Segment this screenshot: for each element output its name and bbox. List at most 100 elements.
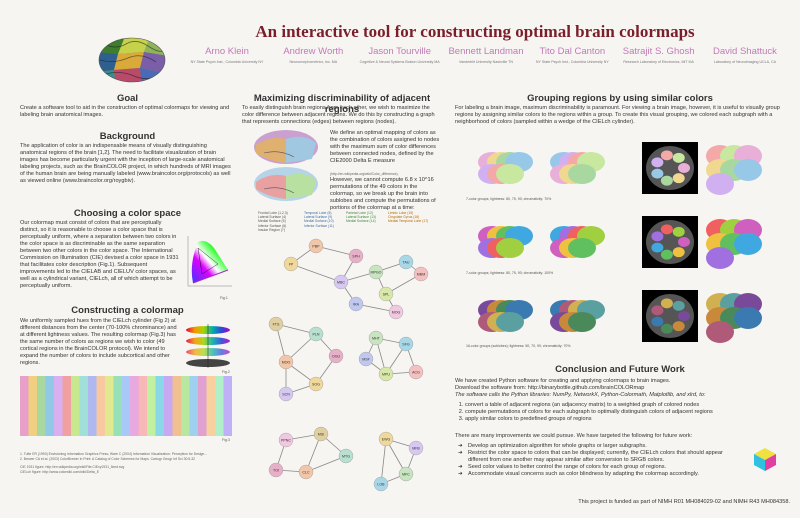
- constructing-heading: Constructing a colormap: [71, 305, 184, 316]
- brain-region: [678, 237, 690, 247]
- graph-node-label: TAU: [403, 260, 410, 264]
- legend-limbic: Limbic Lobe (15) Cingulate Gyrus (16) Me…: [388, 211, 440, 224]
- reference: 1. Tufte ER (1990) Envisioning Informati…: [20, 452, 208, 456]
- brain-region: [651, 242, 664, 253]
- graph-node: [378, 286, 394, 302]
- legend-item: Medial Surface (14): [346, 219, 376, 224]
- graph-node: [308, 376, 324, 392]
- cielch-cylinder-diagram: [186, 324, 230, 368]
- graph-node: [333, 274, 349, 290]
- reference: CIE 1931 figure: http://en.wikipedia.org…: [20, 465, 125, 469]
- graph-node-label: ACG: [412, 370, 420, 374]
- brain-region: [651, 316, 664, 327]
- author: Tito Dal Canton NY State Psych Inst., Col…: [531, 46, 613, 64]
- brain-region: [651, 305, 664, 316]
- maximizing-text: We define an optimal mapping of colors a…: [330, 130, 440, 164]
- legend-title: Frontal Lobe (1,2,3): [258, 211, 288, 215]
- future-work-list: Develop an optimization algorithm for wh…: [458, 443, 743, 478]
- graph-node-label: SFG: [402, 342, 410, 346]
- graph-node-label: MBM: [417, 272, 425, 276]
- author-name: Tito Dal Canton: [539, 46, 606, 57]
- legend-item: Lateral Surface (9): [304, 215, 333, 220]
- author-list: Arno Klein NY State Psych Inst., Columbia…: [186, 46, 786, 64]
- brain-region: [496, 312, 524, 332]
- graph-node: [278, 354, 294, 370]
- graph-node: [368, 264, 384, 280]
- brain-region: [672, 321, 685, 332]
- brain-region: [651, 168, 664, 179]
- graph-node: [278, 432, 294, 448]
- graph-node: [358, 351, 374, 367]
- graph-node: [338, 448, 354, 464]
- list-item: convert a table of adjacent regions (an …: [465, 402, 790, 409]
- graph-node: [308, 238, 324, 254]
- graph-node: [408, 364, 424, 380]
- graph-node: [398, 466, 414, 482]
- color-space-text: Our colormap must consist of colors that…: [20, 220, 179, 289]
- graph-node-label: FTS: [273, 322, 280, 326]
- brain-surface-image: [254, 130, 318, 201]
- list-item: Seed color values to better control the …: [458, 464, 743, 471]
- graph-node-label: EWG: [382, 437, 391, 441]
- conclusion-intro-1: We have created Python software for crea…: [455, 378, 671, 384]
- grouping-text: For labeling a brain image, maximum disc…: [455, 105, 780, 125]
- brain-region: [672, 247, 685, 258]
- color-space-heading: Choosing a color space: [73, 208, 182, 219]
- constructing-text: We uniformly sampled hues from the CIELc…: [20, 318, 177, 366]
- author-name: Satrajit S. Ghosh: [622, 46, 695, 57]
- graph-node-label: IRA: [353, 302, 360, 306]
- legend-item: Medial Surface (5): [258, 219, 286, 224]
- list-item: Develop an optimization algorithm for wh…: [458, 443, 743, 450]
- brain-region: [660, 224, 673, 235]
- graph-node: [398, 336, 414, 352]
- graph-node: [408, 440, 424, 456]
- brain-region: [706, 247, 734, 269]
- graph-node: [278, 386, 294, 402]
- list-item: Accommodate visual concerns such as colo…: [458, 471, 743, 478]
- graph-node: [388, 304, 404, 320]
- author-affiliation: Laboratory of Neuroimaging UCLA, CA: [713, 60, 777, 64]
- legend-parietal: Parietal Lobe (12) Lateral Surface (13) …: [346, 211, 386, 224]
- author-affiliation: Cognitive & Neural Systems Boston Univer…: [359, 60, 440, 64]
- cie-chromaticity-diagram: [187, 236, 232, 287]
- graph-node-label: MPU: [382, 372, 390, 376]
- graph-node: [368, 330, 384, 346]
- author-affiliation: Vanderbilt University Nashville TN: [458, 60, 513, 64]
- reference: 2. Brewer CA et al. (2003) ColorBrewer i…: [20, 457, 196, 461]
- brain-region: [660, 150, 673, 161]
- conclusion-steps: convert a table of adjacent regions (an …: [455, 402, 790, 423]
- brain-region: [660, 298, 673, 309]
- graph-node-label: MSI: [318, 432, 324, 436]
- conclusion-intro-3: The software calls the Python libraries:…: [455, 392, 706, 398]
- maximizing-text-2: However, we cannot compute 6.8 x 10^16 p…: [330, 177, 436, 211]
- brain-region: [678, 311, 690, 321]
- fig3-label: Fig.3: [222, 438, 230, 442]
- colormap-stripes: [20, 376, 232, 436]
- background-heading: Background: [99, 131, 156, 142]
- graph-edge: [380, 438, 387, 485]
- brain-region: [568, 312, 596, 332]
- author-name: Andrew Worth: [283, 46, 344, 57]
- region-adjacency-graph: PBP SPH FP MBC MPGO TAU MBM SPL IRA MOG FTS PLN MOO O…: [268, 238, 429, 492]
- maximizing-url: (http://en.wikipedia.org/wiki/Color_diff…: [330, 172, 399, 176]
- legend-item: Medial Surface (10): [304, 219, 334, 224]
- graph-node-label: LOB: [377, 482, 385, 486]
- goal-heading: Goal: [116, 93, 139, 104]
- graph-node-label: MFB: [412, 446, 420, 450]
- brain-region: [706, 173, 734, 195]
- graph-node: [378, 431, 394, 447]
- funding-note: This project is funded as part of NIMH R…: [578, 499, 790, 505]
- grouping-heading: Grouping regions by using similar colors: [527, 93, 713, 104]
- legend-item: Lateral Surface (13): [346, 215, 376, 220]
- maximizing-intro: To easily distinguish brain regions from…: [242, 105, 435, 125]
- legend-item: Medial Temporal Lobe (17): [388, 219, 429, 224]
- brain-region: [568, 164, 596, 184]
- graph-node: [348, 248, 364, 264]
- graph-edge: [290, 263, 342, 283]
- grouping-caption: 7-color groups; lightness: 80, 75, 90; c…: [466, 197, 552, 201]
- legend-item: Inferior Surface (6): [258, 223, 287, 228]
- list-item: apply similar colors to predefined group…: [465, 416, 790, 423]
- brain-region: [568, 238, 596, 258]
- fig1-label: Fig.1: [220, 296, 228, 300]
- legend-item: Inferior Surface (11): [304, 223, 334, 228]
